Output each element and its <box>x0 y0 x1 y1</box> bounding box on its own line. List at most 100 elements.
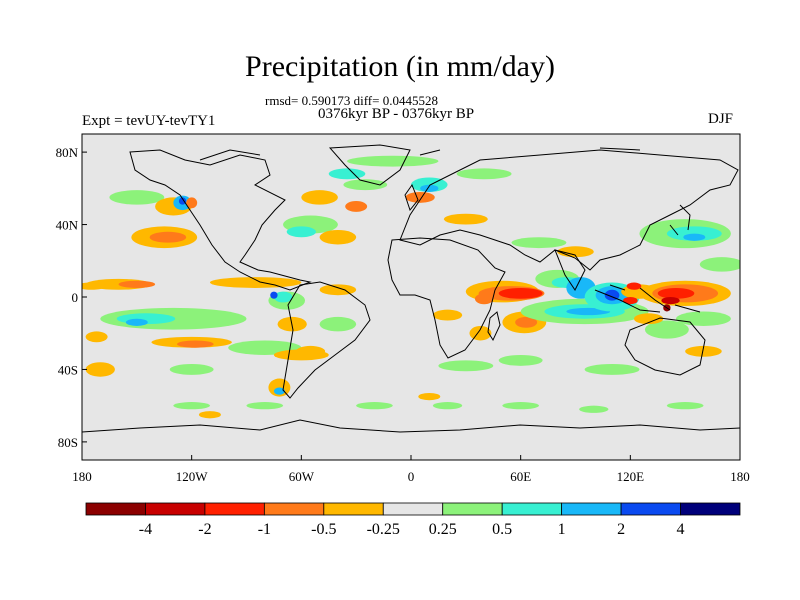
latitude-axis: 80N 40N 0 40S 80S <box>56 145 87 450</box>
coastline-indonesia <box>594 284 701 313</box>
lon-tick-label: 60E <box>510 469 531 484</box>
coastline-eurasia <box>399 149 739 271</box>
anomaly-region <box>319 284 357 296</box>
anomaly-region <box>432 402 463 410</box>
anomaly-region <box>347 155 439 167</box>
anomaly-region <box>345 201 368 212</box>
coastline-arctic-islands <box>199 147 641 161</box>
lat-tick-label: 0 <box>72 290 79 305</box>
anomaly-region <box>118 280 156 288</box>
colorbar-label: -2 <box>198 521 211 538</box>
colorbar-swatch <box>382 502 444 516</box>
colorbar-swatch <box>263 502 325 516</box>
anomaly-region <box>644 320 689 339</box>
anomaly-region <box>515 316 538 328</box>
anomaly-region <box>474 293 494 305</box>
lon-tick-label: 180 <box>730 469 750 484</box>
anomaly-region <box>657 287 695 299</box>
colorbar-label: -1 <box>258 521 271 538</box>
season-label: DJF <box>708 111 734 127</box>
coastline-greenland <box>328 144 411 186</box>
coastline-japan <box>669 204 691 236</box>
anomaly-region <box>319 229 357 245</box>
anomaly-region <box>85 331 108 343</box>
colorbar-swatch <box>680 502 741 516</box>
anomaly-region <box>328 168 366 180</box>
anomaly-region <box>584 364 640 375</box>
colorbar-swatch <box>323 502 384 516</box>
anomaly-region <box>125 318 148 326</box>
colorbar-label: 1 <box>558 521 566 538</box>
anomaly-region <box>699 257 740 272</box>
coastline-india <box>554 249 586 291</box>
colorbar-label: 0.5 <box>492 521 512 538</box>
colorbar-swatch <box>145 502 206 516</box>
anomaly-region <box>343 179 388 191</box>
anomaly-region <box>661 297 680 305</box>
anomaly-region <box>456 168 512 180</box>
coastlines <box>82 144 740 433</box>
coastline-british-isles <box>404 183 419 212</box>
lon-tick-label: 120E <box>617 469 645 484</box>
colorbar-swatch <box>85 502 146 516</box>
anomaly-region <box>420 184 439 192</box>
plot-title: Precipitation (in mm/day) <box>245 50 555 83</box>
anomaly-region <box>511 237 567 249</box>
anomaly-region <box>432 309 463 321</box>
lon-tick-label: 120W <box>176 469 209 484</box>
colorbar-label: -4 <box>139 521 152 538</box>
colorbar-swatch <box>620 502 681 516</box>
lat-tick-label: 80N <box>56 145 79 160</box>
anomaly-region <box>169 364 214 375</box>
anomaly-region <box>82 282 106 290</box>
anomaly-region <box>685 345 722 357</box>
anomaly-region <box>286 226 316 238</box>
colorbar: -4 -2 -1 -0.5 -0.25 0.25 0.5 1 2 4 <box>85 502 741 538</box>
longitude-axis: 180 120W 60W 0 60E 120E 180 <box>72 455 750 484</box>
anomaly-region <box>295 345 326 357</box>
lat-tick-label: 40S <box>58 362 78 377</box>
anomaly-region <box>356 402 393 410</box>
anomaly-region <box>405 191 435 203</box>
anomaly-region <box>418 392 441 401</box>
anomaly-region <box>149 231 187 243</box>
anomaly-region <box>683 233 706 241</box>
coastline-south-america <box>282 281 371 399</box>
lon-tick-label: 180 <box>72 469 92 484</box>
anomaly-region <box>246 402 284 410</box>
anomaly-region <box>666 226 722 241</box>
coastline-australia <box>624 317 706 376</box>
anomaly-region <box>85 362 115 377</box>
time-period-label: 0376kyr BP - 0376kyr BP <box>318 106 475 122</box>
anomaly-region <box>273 387 285 395</box>
anomaly-region <box>443 213 488 225</box>
anomaly-region <box>623 297 638 305</box>
colorbar-swatch <box>561 502 622 516</box>
colorbar-swatch <box>204 502 265 516</box>
anomaly-region <box>498 287 543 299</box>
colorbar-label: 0.25 <box>429 521 457 538</box>
anomaly-region <box>502 402 539 410</box>
coastline-antarctica <box>82 419 740 433</box>
lon-tick-label: 0 <box>408 469 415 484</box>
anomaly-region <box>178 197 187 205</box>
anomaly-region <box>198 411 221 419</box>
anomaly-region <box>301 190 338 205</box>
anomaly-region <box>209 277 302 288</box>
colorbar-label: -0.5 <box>311 521 336 538</box>
anomaly-region <box>319 316 357 332</box>
colorbar-label: 2 <box>617 521 625 538</box>
anomaly-region <box>270 291 278 299</box>
lat-tick-label: 80S <box>58 435 78 450</box>
anomaly-fields <box>82 155 740 419</box>
colorbar-label: -0.25 <box>367 521 400 538</box>
lon-tick-label: 60W <box>289 469 315 484</box>
anomaly-region <box>626 282 642 290</box>
rmsd-diff-stats: rmsd= 0.590173 diff= 0.0445528 <box>265 93 438 108</box>
anomaly-region <box>273 291 293 303</box>
anomaly-region <box>109 190 165 205</box>
coastline-north-america <box>129 149 312 291</box>
colorbar-swatch <box>442 502 503 516</box>
lat-tick-label: 40N <box>56 218 79 233</box>
